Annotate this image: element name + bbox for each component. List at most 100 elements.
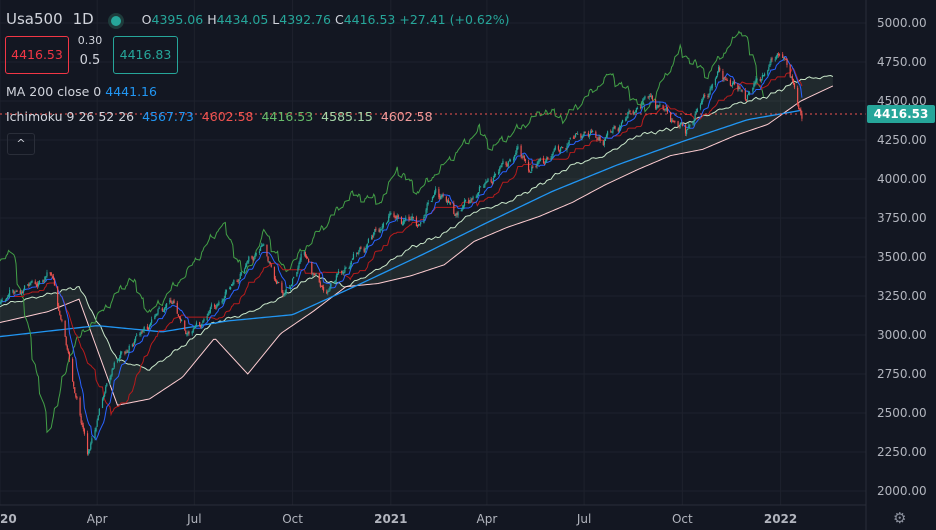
lagging-value: 4416.53 xyxy=(261,109,314,124)
candle-body xyxy=(447,200,450,203)
candle-body xyxy=(259,247,262,251)
candle-body xyxy=(613,126,615,129)
candle-body xyxy=(588,134,591,137)
buy-button[interactable]: 4416.83 xyxy=(113,36,178,74)
price-axis[interactable]: 5000.00 4750.00 4500.00 4250.00 4000.00 3750.… xyxy=(865,0,935,530)
candle-body xyxy=(177,314,179,316)
candle-body xyxy=(111,369,113,376)
candle-body xyxy=(411,216,413,220)
candle-body xyxy=(732,81,735,84)
candle-body xyxy=(464,200,467,202)
time-tick-label: Jul xyxy=(576,512,591,526)
symbol-name[interactable]: Usa500 xyxy=(6,10,63,28)
candle-body xyxy=(684,125,687,134)
candle-body xyxy=(753,83,755,88)
candle-body xyxy=(778,54,781,56)
candle-body xyxy=(86,433,89,455)
candle-body xyxy=(132,344,135,346)
candle-body xyxy=(218,301,220,305)
candle-body xyxy=(460,209,462,212)
candle-body xyxy=(614,126,616,129)
candle-body xyxy=(417,224,420,227)
candle-body xyxy=(37,282,40,286)
candle-body xyxy=(293,277,295,279)
candle-body xyxy=(253,257,255,260)
candle-body xyxy=(321,286,324,288)
candle-body xyxy=(558,150,561,152)
candle-body xyxy=(351,258,353,260)
interval-label[interactable]: 1D xyxy=(72,10,94,28)
candle-body xyxy=(163,307,166,312)
candle-body xyxy=(209,307,211,313)
candle-body xyxy=(723,77,725,80)
gear-icon[interactable]: ⚙ xyxy=(893,509,907,527)
ichimoku-legend[interactable]: Ichimoku 9 26 52 26 4567.73 4602.58 4416… xyxy=(6,109,433,124)
time-tick-label: Jul xyxy=(186,512,201,526)
candle-body xyxy=(523,156,525,160)
candle-body xyxy=(415,217,418,227)
candle-body xyxy=(605,134,608,138)
candle-body xyxy=(109,378,111,384)
candle-body xyxy=(625,118,627,121)
candle-body xyxy=(716,71,719,76)
candle-body xyxy=(629,110,631,112)
candle-body xyxy=(665,108,667,110)
price-tick-label: 2250.00 xyxy=(877,445,927,459)
candle-body xyxy=(423,216,425,223)
candle-body xyxy=(243,269,246,272)
current-price-tag-label: 4416.53 xyxy=(874,107,929,121)
candle-body xyxy=(240,272,242,275)
candle-body xyxy=(633,112,635,115)
price-tick-label: 2000.00 xyxy=(877,484,927,498)
collapse-legend-button[interactable]: ^ xyxy=(7,133,35,155)
candle-body xyxy=(786,58,788,65)
candle-body xyxy=(774,59,776,61)
candle-body xyxy=(401,223,404,225)
candle-body xyxy=(161,308,163,311)
candle-body xyxy=(169,300,171,303)
candle-body xyxy=(277,282,279,284)
sell-button[interactable]: 4416.53 xyxy=(5,36,69,74)
candle-body xyxy=(312,273,314,275)
candle-body xyxy=(688,125,690,129)
candle-body xyxy=(502,161,504,164)
candle-body xyxy=(759,78,761,82)
candle-body xyxy=(266,244,268,257)
candle-body xyxy=(238,279,240,282)
candle-body xyxy=(649,95,651,97)
candle-body xyxy=(248,256,250,262)
candle-body xyxy=(333,281,335,284)
time-tick-label: Apr xyxy=(87,512,108,526)
candle-body xyxy=(51,276,53,278)
time-axis[interactable]: 2020 Apr Jul Oct 2021 Apr Jul Oct 2022 xyxy=(0,504,866,526)
ma-legend[interactable]: MA 200 close 0 4441.16 xyxy=(6,84,157,99)
candle-body xyxy=(155,314,157,316)
candle-body xyxy=(672,120,674,122)
candle-body xyxy=(43,280,45,282)
candle-body xyxy=(89,449,91,451)
candle-body xyxy=(388,216,390,222)
candle-body xyxy=(620,122,623,126)
candle-body xyxy=(131,344,134,347)
candle-body xyxy=(531,166,533,172)
candle-body xyxy=(319,282,321,287)
candle-body xyxy=(80,416,82,423)
candle-body xyxy=(104,393,106,397)
price-tick-label: 5000.00 xyxy=(877,16,927,30)
candle-body xyxy=(666,107,668,113)
candle-body xyxy=(562,147,564,149)
candle-body xyxy=(246,263,248,267)
candle-body xyxy=(0,303,1,305)
candle-body xyxy=(439,196,441,200)
candle-body xyxy=(647,96,649,98)
candle-body xyxy=(595,131,597,138)
quantity-value[interactable]: 0.5 xyxy=(79,53,101,68)
candle-body xyxy=(785,58,787,60)
candle-body xyxy=(156,313,158,315)
candle-body xyxy=(621,119,624,123)
candle-body xyxy=(194,325,197,329)
candle-body xyxy=(66,345,68,350)
candle-body xyxy=(566,145,568,150)
candle-body xyxy=(771,58,773,60)
